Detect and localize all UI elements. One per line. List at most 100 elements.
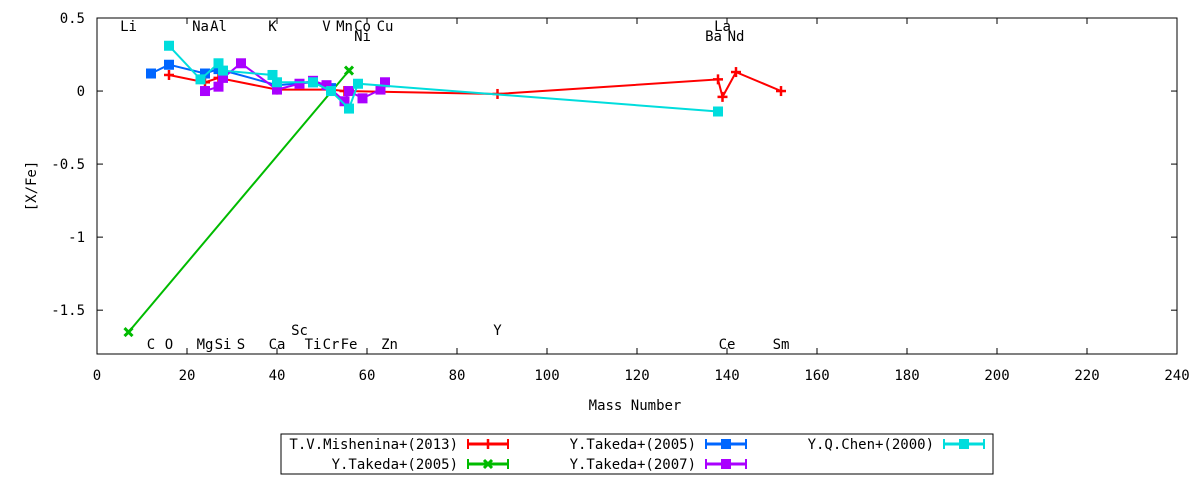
- marker-stroke: [123, 327, 134, 338]
- data-point: [343, 65, 355, 76]
- data-point: [218, 65, 228, 76]
- data-point: [713, 106, 723, 117]
- x-axis-label: Mass Number: [589, 398, 682, 414]
- element-label: Y: [493, 323, 502, 339]
- data-point: [380, 77, 390, 88]
- data-point: [321, 80, 332, 91]
- x-tick-label: 140: [714, 368, 739, 384]
- x-tick-label: 220: [1074, 368, 1099, 384]
- legend-entries: T.V.Mishenina+(2013) Y.Takeda+(2005) Y.Tak…: [289, 437, 985, 473]
- data-point: [959, 439, 969, 449]
- data-point: [344, 103, 354, 114]
- element-label: Ca: [269, 337, 286, 353]
- element-label: Na: [192, 19, 209, 35]
- y-tick-label: 0: [77, 84, 85, 100]
- data-point: [483, 439, 493, 449]
- data-point: [146, 68, 156, 79]
- legend-entry: Y.Takeda+(2007): [570, 457, 747, 473]
- element-label: Zn: [381, 337, 398, 353]
- data-point: [213, 81, 224, 92]
- data-point: [326, 86, 336, 97]
- data-point: [353, 78, 363, 89]
- series: [123, 65, 355, 338]
- y-tick-label: -1.5: [51, 303, 85, 319]
- x-tick-label: 0: [93, 368, 101, 384]
- data-point: [339, 96, 350, 107]
- data-point: [776, 86, 786, 97]
- element-label: C: [147, 337, 155, 353]
- data-point: [721, 439, 731, 449]
- x-tick-label: 100: [534, 368, 559, 384]
- legend-entry: T.V.Mishenina+(2013): [289, 437, 509, 453]
- element-label: Nd: [728, 29, 745, 45]
- element-label: Ni: [354, 29, 371, 45]
- data-point: [482, 458, 494, 470]
- data-point: [713, 74, 723, 85]
- x-tick-label: 160: [804, 368, 829, 384]
- legend-label: Y.Takeda+(2005): [570, 437, 696, 453]
- legend-box: [280, 433, 994, 475]
- x-tick-label: 20: [179, 368, 196, 384]
- x-tick-label: 40: [269, 368, 286, 384]
- marker-stroke: [343, 65, 355, 76]
- marker-stroke: [482, 458, 494, 470]
- legend-entry: Y.Q.Chen+(2000): [808, 437, 985, 453]
- element-label: K: [268, 19, 277, 35]
- x-tick-label: 120: [624, 368, 649, 384]
- y-axis-label: [X/Fe]: [24, 161, 40, 212]
- series: [164, 67, 786, 102]
- element-label: S: [237, 337, 245, 353]
- data-point: [164, 59, 174, 70]
- legend-label: Y.Takeda+(2005): [332, 457, 458, 473]
- element-label: Ti: [305, 337, 322, 353]
- element-label: Co: [354, 19, 371, 35]
- element-label: Ce: [719, 337, 736, 353]
- legend-entry: Y.Takeda+(2005): [570, 437, 747, 453]
- data-point: [218, 72, 228, 83]
- data-point: [344, 86, 354, 97]
- y-tick-label: -0.5: [51, 157, 85, 173]
- element-label: Mg: [197, 337, 214, 353]
- data-point: [123, 327, 134, 338]
- element-label: Al: [210, 19, 227, 35]
- data-point: [272, 77, 282, 88]
- element-label: Sc: [291, 323, 308, 339]
- series-line: [127, 69, 350, 333]
- data-point: [721, 459, 731, 469]
- element-label: O: [165, 337, 173, 353]
- data-point: [272, 84, 282, 95]
- data-point: [213, 58, 224, 69]
- x-tick-label: 200: [984, 368, 1009, 384]
- axis-ticks: 0 20 40 60 80 100 120 140 160 180 200 220 240 0.5 0 -0.…: [51, 11, 1189, 384]
- element-label: La: [714, 19, 731, 35]
- data-point: [200, 86, 210, 97]
- x-tick-label: 60: [359, 368, 376, 384]
- element-label: Cr: [323, 337, 340, 353]
- element-label: Fe: [341, 337, 358, 353]
- plot-frame: [96, 17, 1178, 355]
- element-label: V: [322, 19, 331, 35]
- element-label: Si: [215, 337, 232, 353]
- x-tick-label: 240: [1164, 368, 1189, 384]
- data-point: [717, 91, 728, 102]
- legend-entry: Y.Takeda+(2005): [332, 457, 509, 473]
- element-label: Mn: [336, 19, 353, 35]
- data-point: [164, 40, 174, 51]
- y-tick-label: -1: [68, 230, 85, 246]
- series: [164, 40, 723, 117]
- x-tick-label: 180: [894, 368, 919, 384]
- x-tick-label: 80: [449, 368, 466, 384]
- data-point: [375, 84, 386, 95]
- data-point: [200, 68, 210, 79]
- legend-label: Y.Takeda+(2007): [570, 457, 696, 473]
- data-point: [308, 77, 318, 88]
- data-point: [267, 69, 278, 80]
- data-point: [195, 74, 206, 85]
- element-label: Ba: [705, 29, 722, 45]
- data-point: [294, 78, 305, 89]
- series-layer: [123, 40, 786, 338]
- legend-label: Y.Q.Chen+(2000): [808, 437, 934, 453]
- element-label: Cu: [377, 19, 394, 35]
- legend-label: T.V.Mishenina+(2013): [289, 437, 458, 453]
